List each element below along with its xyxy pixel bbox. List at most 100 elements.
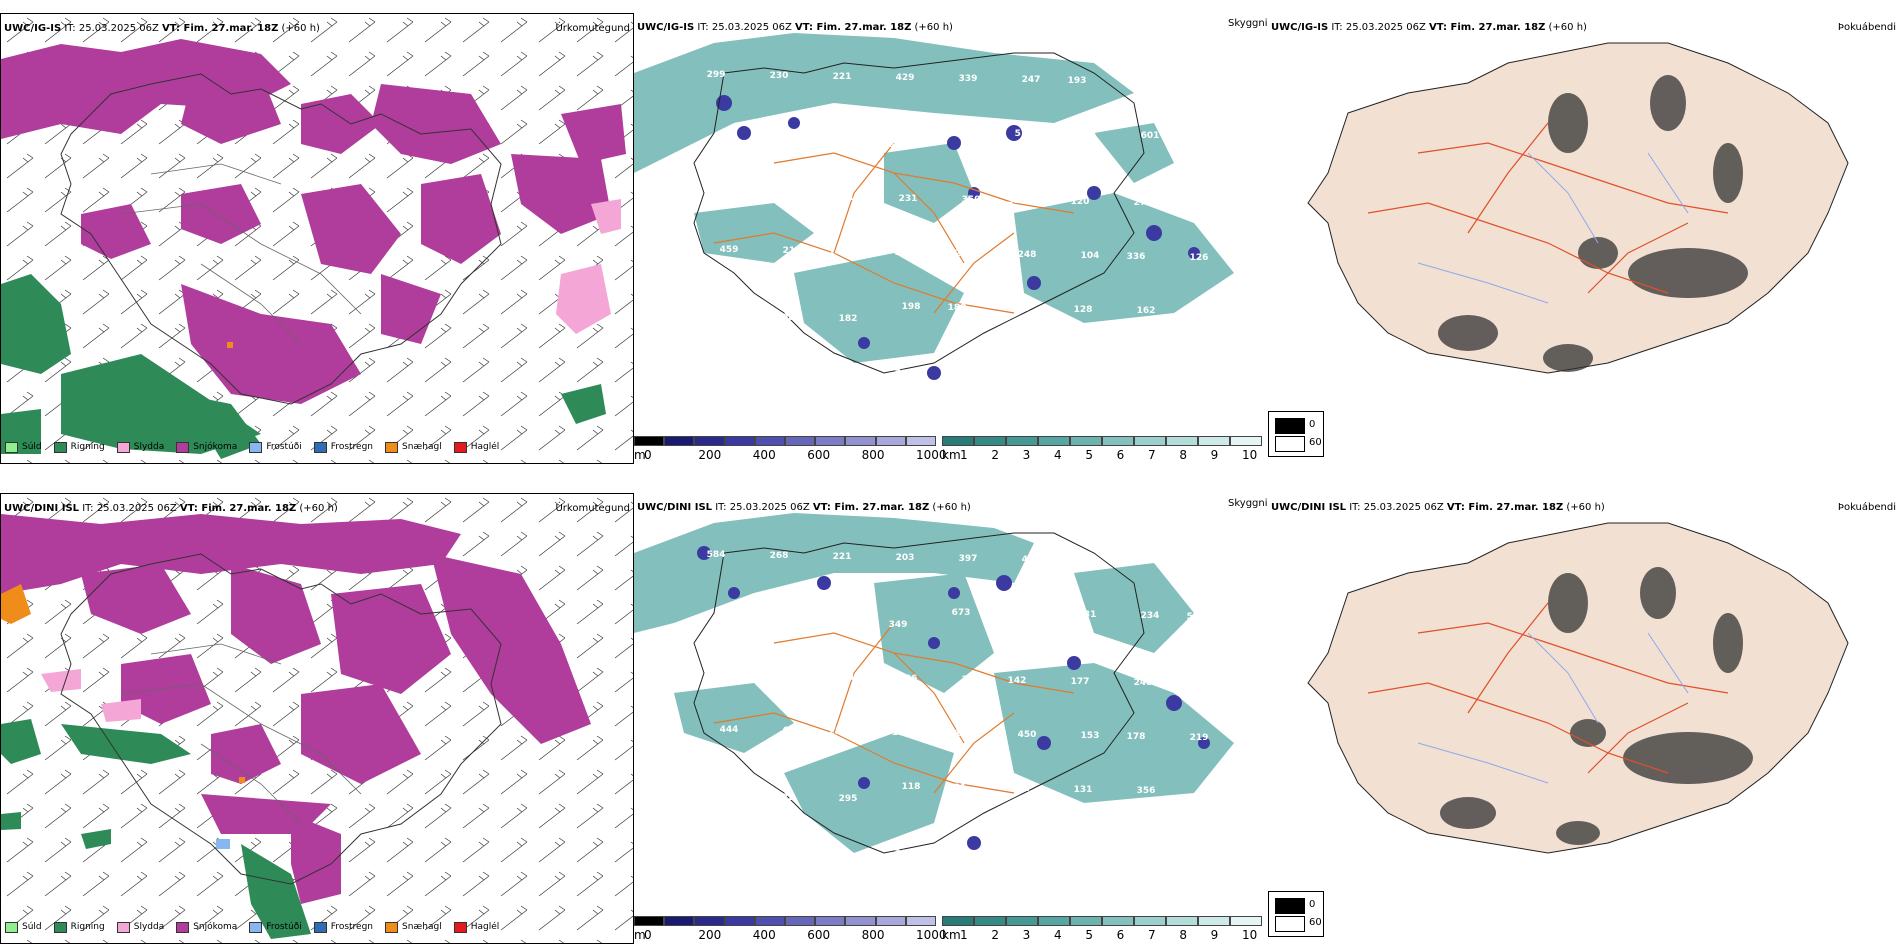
peak-height-label: 350 [962, 195, 981, 205]
peak-height-label: 153 [1081, 731, 1100, 741]
legend-swatch [249, 921, 263, 933]
fog-legend-label: 60 [1309, 437, 1322, 448]
legend-item: Súld [5, 441, 42, 453]
legend-swatch [249, 441, 263, 453]
colorbar-tick-label: 7 [1148, 928, 1156, 942]
peak-height-label: 171 [836, 193, 855, 203]
peak-height-label: 388 [717, 617, 736, 627]
model-name: UWC/DINI ISL [1271, 502, 1347, 513]
legend-swatch [53, 441, 67, 453]
colorbar-segment [1070, 916, 1102, 926]
colorbar-tick-label: 1000 [916, 448, 947, 462]
colorbar-tick-label: 3 [1022, 928, 1031, 942]
peak-height-label: 584 [707, 550, 726, 560]
cloud-base-panel-dini: 584 268 221 203 397 423 207 297 157 388 294 195 349 6… [634, 493, 1268, 944]
fog-legend: 0 60 [1268, 891, 1324, 937]
panel-name: Úrkomutegund [555, 503, 630, 514]
cloud-base-map: 584 268 221 203 397 423 207 297 157 388 294 195 349 6… [634, 513, 1234, 862]
model-name: UWC/DINI ISL [637, 502, 713, 513]
legend-item: Haglél [453, 441, 499, 453]
peak-height-label: 187 [958, 850, 977, 860]
peak-height-label: 274 [836, 673, 855, 683]
peak-height-label: 287 [1021, 851, 1040, 861]
fog-legend-label: 60 [1309, 917, 1322, 928]
precip-type-panel-ig: UWC/IG-IS IT: 25.03.2025 06Z VT: Fim. 27… [0, 13, 634, 464]
model-name: UWC/IG-IS [1271, 22, 1329, 33]
lead-time: (+60 h) [1563, 502, 1605, 513]
lead-time: (+60 h) [911, 22, 953, 33]
lead-time: (+60 h) [296, 503, 338, 514]
vt-label: VT: [1446, 502, 1465, 513]
peak-height-label: 281 [962, 675, 981, 685]
colorbar-tick-label: 0 [644, 928, 652, 942]
legend-swatch [313, 441, 327, 453]
colorbar-segment [815, 436, 846, 446]
peak-height-label: 182 [776, 793, 795, 803]
fog-legend-swatch [1275, 418, 1305, 434]
vt-label: VT: [795, 22, 814, 33]
precip-map [1, 14, 633, 463]
peak-height-label: 429 [896, 73, 915, 83]
cloud-base-panel-ig: 299 230 221 429 339 247 193 397 415 360 257 183 346 6… [634, 13, 1268, 464]
peak-height-label: 297 [1131, 557, 1150, 567]
model-name: UWC/IG-IS [4, 23, 62, 34]
colorbar-segment [634, 916, 665, 926]
legend-label: Frostregn [330, 442, 374, 452]
colorbar-tick-label: 10 [1242, 928, 1258, 942]
legend-label: Frostregn [330, 922, 374, 932]
colorbar-segment [905, 436, 936, 446]
legend-item: Frostúði [249, 921, 302, 933]
peak-height-label: 230 [710, 191, 729, 201]
colorbar-tick-label: 8 [1179, 928, 1187, 942]
colorbar-tick-label: 4 [1054, 448, 1062, 462]
legend-swatch [116, 441, 130, 453]
peak-height-label: 222 [713, 312, 732, 322]
peak-height-label: 397 [1131, 77, 1150, 87]
peak-height-label: 198 [902, 302, 921, 312]
lead-time: (+60 h) [1545, 22, 1587, 33]
panel-title: UWC/DINI ISL IT: 25.03.2025 06Z VT: Fim.… [1271, 502, 1605, 513]
colorbar-segment [1006, 916, 1038, 926]
peak-height-label: 277 [832, 368, 851, 378]
colorbar-unit: m [634, 928, 646, 942]
colorbar-segment [875, 916, 906, 926]
valid-time: Fim. 27.mar. 18Z [830, 502, 930, 513]
peak-height-label: 780 [895, 369, 914, 379]
colorbar-segment [1230, 436, 1262, 446]
peak-height-label: 221 [833, 552, 852, 562]
panel-name: Skyggni [1228, 498, 1268, 509]
fog-map [1307, 42, 1849, 374]
peak-height-label: 308 [769, 847, 788, 857]
colorbar-segment [845, 916, 876, 926]
peak-height-label: 140 [829, 247, 848, 257]
colorbar-segment [1006, 436, 1038, 446]
colorbar-unit: km [942, 448, 961, 462]
model-name: UWC/IG-IS [637, 22, 695, 33]
panel-title: UWC/IG-IS IT: 25.03.2025 06Z VT: Fim. 27… [1271, 22, 1587, 33]
peak-height-label: 211 [783, 246, 802, 256]
peak-height-label: 183 [843, 139, 862, 149]
peak-height-label: 104 [1081, 251, 1100, 261]
peak-height-label: 257 [780, 138, 799, 148]
init-time: IT: 25.03.2025 06Z [1346, 502, 1447, 513]
legend-label: Snæhagl [402, 442, 442, 452]
vt-label: VT: [1429, 22, 1448, 33]
peak-height-label: 180 [713, 792, 732, 802]
fog-panel-dini: UWC/DINI ISL IT: 25.03.2025 06Z VT: Fim.… [1268, 493, 1900, 944]
colorbar-segment [1102, 916, 1134, 926]
peak-height-label: 192 [1067, 372, 1086, 382]
colorbar-segment [1134, 916, 1166, 926]
peak-height-label: 118 [902, 782, 921, 792]
legend-label: Slydda [133, 442, 165, 452]
peak-height-label: 251 [1011, 784, 1030, 794]
peak-height-label: 338 [958, 370, 977, 380]
peak-height-label: 607 [952, 128, 971, 138]
peak-height-label: 247 [1022, 75, 1041, 85]
legend-label: Snæhagl [402, 922, 442, 932]
peak-height-label: 349 [889, 620, 908, 630]
colorbar-tick-label: 10 [1242, 448, 1258, 462]
peak-height-label: 109 [1200, 787, 1219, 797]
colorbar-tick-label: 2 [991, 448, 999, 462]
lead-time: (+60 h) [278, 23, 320, 34]
vt-label: VT: [179, 503, 198, 514]
